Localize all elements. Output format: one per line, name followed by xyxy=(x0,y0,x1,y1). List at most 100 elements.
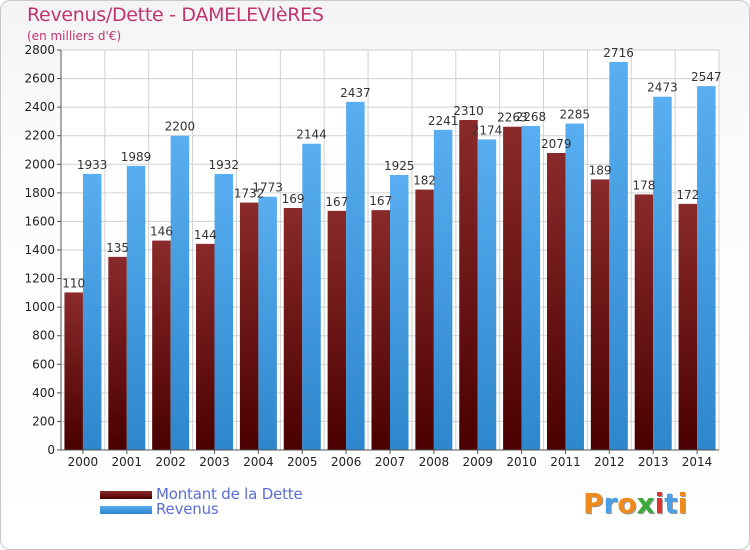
x-tick-label: 2000 xyxy=(68,455,99,469)
data-label-revenus: 1925 xyxy=(384,159,415,173)
x-tick-label: 2008 xyxy=(419,455,450,469)
bar-revenus xyxy=(565,123,584,451)
data-label-revenus: 2174 xyxy=(472,123,503,137)
bar-dette xyxy=(590,179,610,450)
logo-letter: P xyxy=(583,487,604,520)
bar-revenus xyxy=(697,86,716,451)
bar-revenus xyxy=(653,96,672,450)
data-label-dette: 144 xyxy=(194,228,217,242)
bar-dette xyxy=(239,202,259,450)
data-label-dette: 2310 xyxy=(453,104,484,118)
logo-letter: x xyxy=(636,487,655,520)
y-tick-label: 1200 xyxy=(24,272,55,286)
y-tick-label: 1600 xyxy=(24,214,55,228)
data-label-revenus: 1932 xyxy=(209,158,240,172)
data-label-dette: 172 xyxy=(676,188,699,202)
x-tick-label: 2002 xyxy=(155,455,186,469)
bar-revenus xyxy=(170,135,190,450)
bar-revenus xyxy=(258,196,277,450)
data-label-revenus: 2285 xyxy=(559,108,590,122)
logo-letter: i xyxy=(677,487,688,520)
data-label-revenus: 2200 xyxy=(165,120,196,134)
bar-revenus xyxy=(609,62,628,450)
x-tick-label: 2013 xyxy=(638,455,669,469)
x-tick-label: 2005 xyxy=(287,455,318,469)
data-label-dette: 135 xyxy=(106,241,129,255)
bar-dette xyxy=(634,194,654,450)
bar-revenus xyxy=(82,173,102,450)
data-label-dette: 169 xyxy=(282,192,305,206)
data-label-revenus: 1773 xyxy=(252,181,283,195)
data-label-dette: 2079 xyxy=(541,137,572,151)
y-tick-label: 2000 xyxy=(24,157,55,171)
data-label-dette: 178 xyxy=(632,178,655,192)
bar-dette xyxy=(546,153,566,450)
bar-dette xyxy=(196,243,215,450)
bar-revenus xyxy=(214,174,234,450)
data-label-dette: 189 xyxy=(589,163,612,177)
x-tick-label: 2003 xyxy=(199,455,230,469)
data-label-dette: 1732 xyxy=(234,187,265,201)
y-tick-label: 2200 xyxy=(24,129,55,143)
bar-dette xyxy=(108,256,127,450)
data-label-dette: 146 xyxy=(150,225,173,239)
data-label-dette: 110 xyxy=(62,276,85,290)
logo-letter: i xyxy=(654,487,665,520)
logo-letter: o xyxy=(617,487,637,520)
y-tick-label: 600 xyxy=(32,357,55,371)
y-tick-label: 2800 xyxy=(24,43,55,57)
y-tick-label: 1000 xyxy=(24,300,55,314)
legend-swatch-revenus xyxy=(100,506,152,514)
proxiti-logo: Proxiti xyxy=(583,487,687,520)
data-label-revenus: 2241 xyxy=(428,114,459,128)
data-label-dette: 167 xyxy=(369,194,392,208)
bar-dette xyxy=(371,210,390,450)
chart-subtitle: (en milliers d'€) xyxy=(27,29,122,43)
bar-revenus xyxy=(477,139,497,450)
data-label-revenus: 1933 xyxy=(77,158,108,172)
bar-revenus xyxy=(433,129,453,450)
logo-letter: t xyxy=(664,487,678,520)
legend-label-revenus: Revenus xyxy=(156,500,219,518)
data-label-dette: 167 xyxy=(325,195,348,209)
bar-revenus xyxy=(521,126,541,450)
y-tick-label: 2400 xyxy=(24,100,55,114)
bar-revenus xyxy=(346,101,365,450)
y-tick-label: 800 xyxy=(32,329,55,343)
legend-label-debt: Montant de la Dette xyxy=(156,485,303,503)
x-tick-label: 2014 xyxy=(682,455,713,469)
legend-swatch-debt xyxy=(100,491,152,499)
data-label-revenus: 2473 xyxy=(647,81,678,95)
x-tick-label: 2012 xyxy=(594,455,625,469)
bar-dette xyxy=(327,210,347,450)
data-label-revenus: 2437 xyxy=(340,86,371,100)
bar-dette xyxy=(64,292,83,450)
x-tick-label: 2001 xyxy=(112,455,143,469)
y-tick-label: 0 xyxy=(47,443,55,457)
y-tick-label: 400 xyxy=(32,386,55,400)
y-tick-label: 1400 xyxy=(24,243,55,257)
x-tick-label: 2006 xyxy=(331,455,362,469)
bars xyxy=(64,62,716,451)
bar-dette xyxy=(152,240,171,450)
logo-letter: r xyxy=(603,487,618,520)
data-label-revenus: 2716 xyxy=(603,46,634,60)
bar-revenus xyxy=(126,165,146,450)
chart-title: Revenus/Dette - DAMELEVIèRES xyxy=(27,4,324,26)
y-tick-label: 1800 xyxy=(24,186,55,200)
y-tick-label: 200 xyxy=(32,414,55,428)
bar-revenus xyxy=(302,143,321,450)
bar-dette xyxy=(283,208,303,450)
data-label-dette: 182 xyxy=(413,174,436,188)
data-label-dette: 2263 xyxy=(497,111,528,125)
bar-dette xyxy=(678,203,698,450)
x-tick-label: 2011 xyxy=(550,455,581,469)
x-tick-label: 2007 xyxy=(375,455,406,469)
data-label-revenus: 1989 xyxy=(121,150,152,164)
bar-revenus xyxy=(390,175,409,450)
y-tick-label: 2600 xyxy=(24,72,55,86)
bar-dette xyxy=(459,120,478,450)
data-label-revenus: 2268 xyxy=(516,110,547,124)
